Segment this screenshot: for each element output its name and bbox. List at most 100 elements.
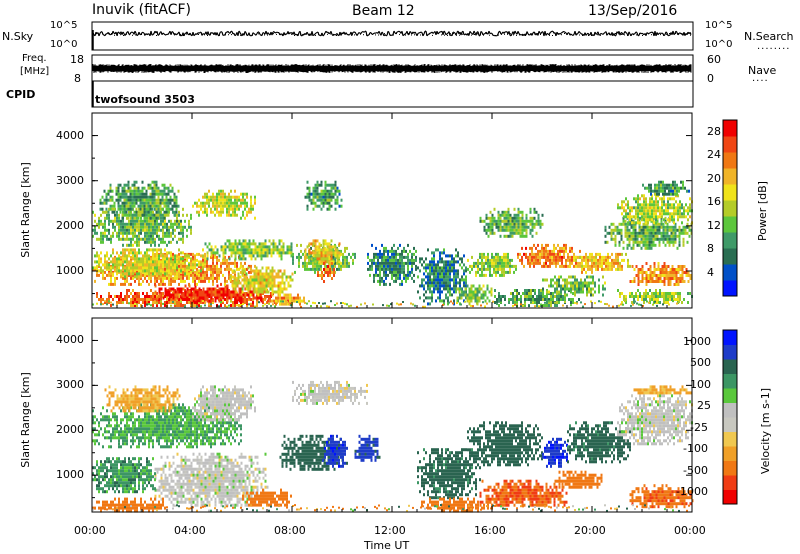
power-colorbar-swatch: [723, 168, 737, 185]
nsky-trace-segment: [570, 33, 573, 36]
nsky-trace-segment: [351, 32, 354, 36]
power-data-blob: [479, 207, 544, 238]
nsky-trace-segment: [460, 31, 463, 36]
nsky-trace-segment: [313, 33, 316, 36]
nsky-trace-segment: [393, 30, 396, 34]
nsky-trace-segment: [280, 33, 283, 36]
nsearch-trace-dot: [498, 34, 499, 36]
nsearch-trace-dot: [675, 33, 676, 34]
nsearch-trace-dot: [102, 33, 103, 35]
nsky-trace-segment: [595, 33, 598, 35]
nsearch-trace-dot: [621, 33, 622, 35]
nsearch-trace-dot: [549, 34, 550, 36]
nsearch-trace-dot: [111, 33, 112, 34]
x-tick-label: 08:00: [274, 524, 306, 537]
nsky-trace-segment: [294, 33, 297, 36]
nsky-trace-segment: [197, 32, 200, 34]
nsky-tick-low: 10^0: [50, 39, 78, 50]
nsky-trace-segment: [127, 31, 130, 35]
nsky-trace-segment: [289, 32, 292, 34]
nsky-trace-segment: [401, 31, 404, 36]
nsky-trace-segment: [665, 31, 668, 34]
nsearch-trace-dot: [411, 34, 412, 36]
nsky-trace-segment: [358, 32, 361, 34]
nsky-trace-segment: [538, 30, 541, 34]
nsearch-trace-dot: [588, 35, 589, 36]
nsearch-trace-dot: [420, 34, 421, 36]
nsky-trace-segment: [549, 31, 552, 34]
nsearch-trace-dot: [501, 33, 502, 35]
nsky-trace-segment: [489, 32, 492, 35]
velocity-colorbar-swatch: [723, 402, 737, 418]
velocity-colorbar-swatch: [723, 475, 737, 490]
power-colorbar-tick-label: 12: [707, 218, 721, 232]
nsearch-trace-dot: [486, 33, 487, 35]
vel-data-blob: [322, 434, 348, 468]
nsearch-trace-dot: [615, 33, 616, 34]
nsky-trace-segment: [227, 30, 230, 34]
x-axis-title: Time UT: [364, 539, 410, 552]
nsearch-trace-dot: [306, 33, 307, 35]
nsearch-trace-dot: [435, 33, 436, 35]
nsky-trace-segment: [322, 34, 325, 37]
nsky-trace-segment: [579, 32, 582, 34]
velocity-colorbar-swatch: [723, 417, 737, 432]
colorbars: [722, 119, 738, 505]
nsearch-trace-dot: [228, 34, 229, 36]
nsearch-trace-dot: [174, 34, 175, 36]
power-near-range-scatter: [92, 300, 680, 308]
nsearch-trace-dot: [375, 34, 376, 36]
velocity-panel: [91, 317, 694, 513]
nsky-trace-segment: [384, 34, 387, 37]
power-data-blob: [567, 252, 631, 274]
nsearch-trace-dot: [483, 34, 484, 36]
nsearch-trace-dot: [318, 33, 319, 35]
nsearch-trace-dot: [639, 33, 640, 35]
nsearch-trace-dot: [138, 33, 139, 35]
nsky-trace-segment: [660, 32, 663, 35]
nsky-trace-segment: [469, 30, 472, 34]
nsky-trace-segment: [186, 31, 189, 35]
nsky-trace-segment: [273, 31, 276, 34]
nsearch-trace-dot: [387, 33, 388, 35]
nsearch-trace-dot: [219, 34, 220, 36]
nsearch-trace-dot: [363, 34, 364, 36]
nsky-trace-segment: [402, 34, 405, 37]
nsearch-trace-dot: [264, 34, 265, 36]
power-data-blob: [617, 289, 693, 304]
nsearch-trace-dot: [552, 35, 553, 36]
nsearch-trace-dot: [201, 33, 202, 35]
nsearch-trace-dot: [555, 34, 556, 36]
nsearch-trace-dot: [198, 34, 199, 35]
nsky-trace-segment: [661, 32, 664, 35]
nsearch-trace-dot: [531, 34, 532, 36]
nsky-trace-segment: [539, 32, 542, 35]
nsky-trace-segment: [673, 33, 676, 36]
vel-data-blob: [279, 434, 344, 471]
nsky-trace-segment: [496, 33, 499, 37]
nsky-trace-segment: [193, 34, 196, 37]
x-tick-label: 12:00: [374, 524, 406, 537]
power-data-blob: [367, 243, 417, 286]
nsearch-trace-dot: [225, 34, 226, 36]
nsearch-trace-dot: [654, 34, 655, 36]
nsky-trace-segment: [210, 31, 213, 34]
vel-data-blob: [92, 497, 166, 513]
nsky-tick-high: 10^5: [50, 20, 78, 31]
power-colorbar-tick-label: 20: [707, 171, 721, 185]
nsky-trace-segment: [142, 31, 145, 34]
nsearch-trace-dot: [171, 33, 172, 35]
power-data-blob: [467, 252, 517, 277]
nsky-trace-segment: [473, 30, 476, 34]
nsky-trace-segment: [646, 32, 649, 35]
power-data-blob: [317, 262, 335, 283]
vel-data-blob: [292, 380, 368, 405]
nsearch-trace-dot: [408, 33, 409, 34]
x-tick-label: 00:00: [74, 524, 106, 537]
nsearch-trace-dot: [579, 34, 580, 36]
nsky-trace-segment: [503, 31, 506, 34]
nsky-trace-segment: [432, 32, 435, 34]
nsky-trace-segment: [222, 34, 225, 37]
nsearch-trace-dot: [177, 33, 178, 35]
power-data-blob: [204, 239, 293, 261]
